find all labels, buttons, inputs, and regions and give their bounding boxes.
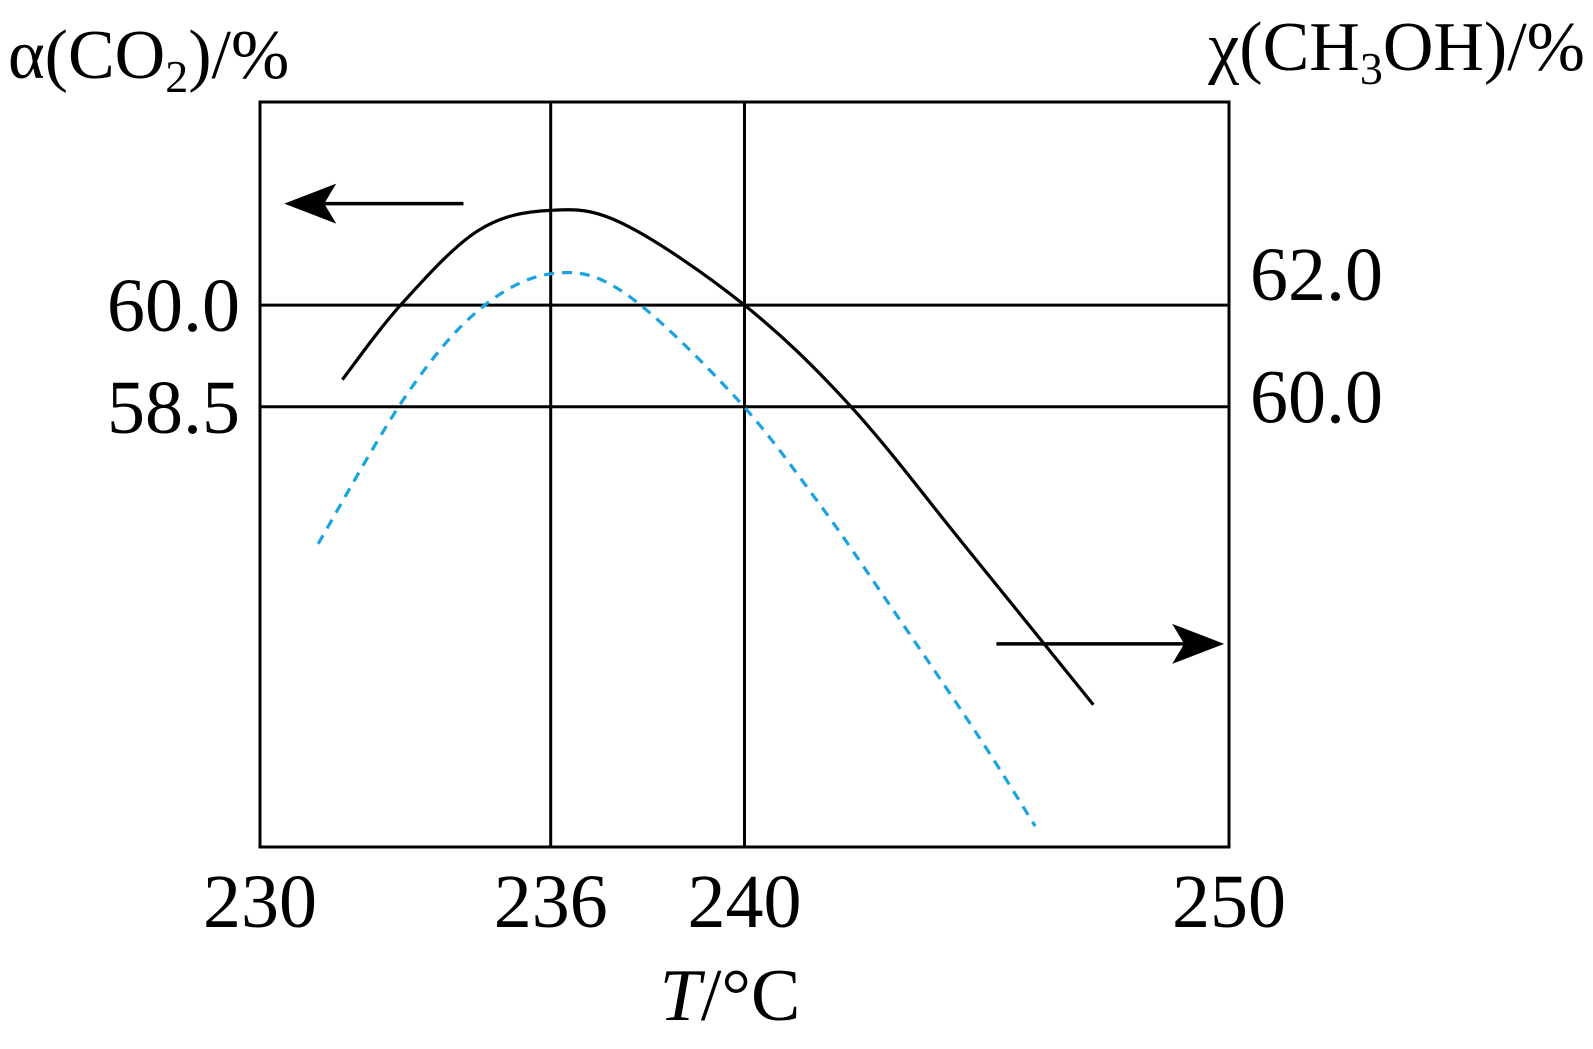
plot-frame [258,100,1231,849]
plot-border [258,100,1231,849]
left-y-tick-label-58-5: 58.5 [107,366,240,450]
x-axis-title: T/°C [660,955,801,1037]
x-tick-label-240: 240 [688,860,802,944]
right-axis-title: χ(CH3OH)/% [1207,9,1585,94]
x-tick-label-230: 230 [203,860,317,944]
x-tick-label-250: 250 [1172,860,1286,944]
left-axis-title: α(CO2)/% [8,17,289,102]
grid-lines [260,102,1229,847]
left-y-tick-label-60-0: 60.0 [107,264,240,348]
x-tick-label-236: 236 [494,860,608,944]
right-y-tick-label-60-0: 60.0 [1250,356,1383,440]
series-line-methanol-selectivity [316,270,1037,827]
series-line-co2-conversion [341,208,1095,706]
arrow-head-left [284,183,337,224]
arrow-head-right [1172,623,1225,664]
series-layer [316,208,1095,827]
tick-labels: 230 236 240 250 60.0 58.5 62.0 60.0 [107,233,1383,944]
axis-arrows [284,183,1225,664]
right-y-tick-label-62-0: 62.0 [1250,233,1383,317]
